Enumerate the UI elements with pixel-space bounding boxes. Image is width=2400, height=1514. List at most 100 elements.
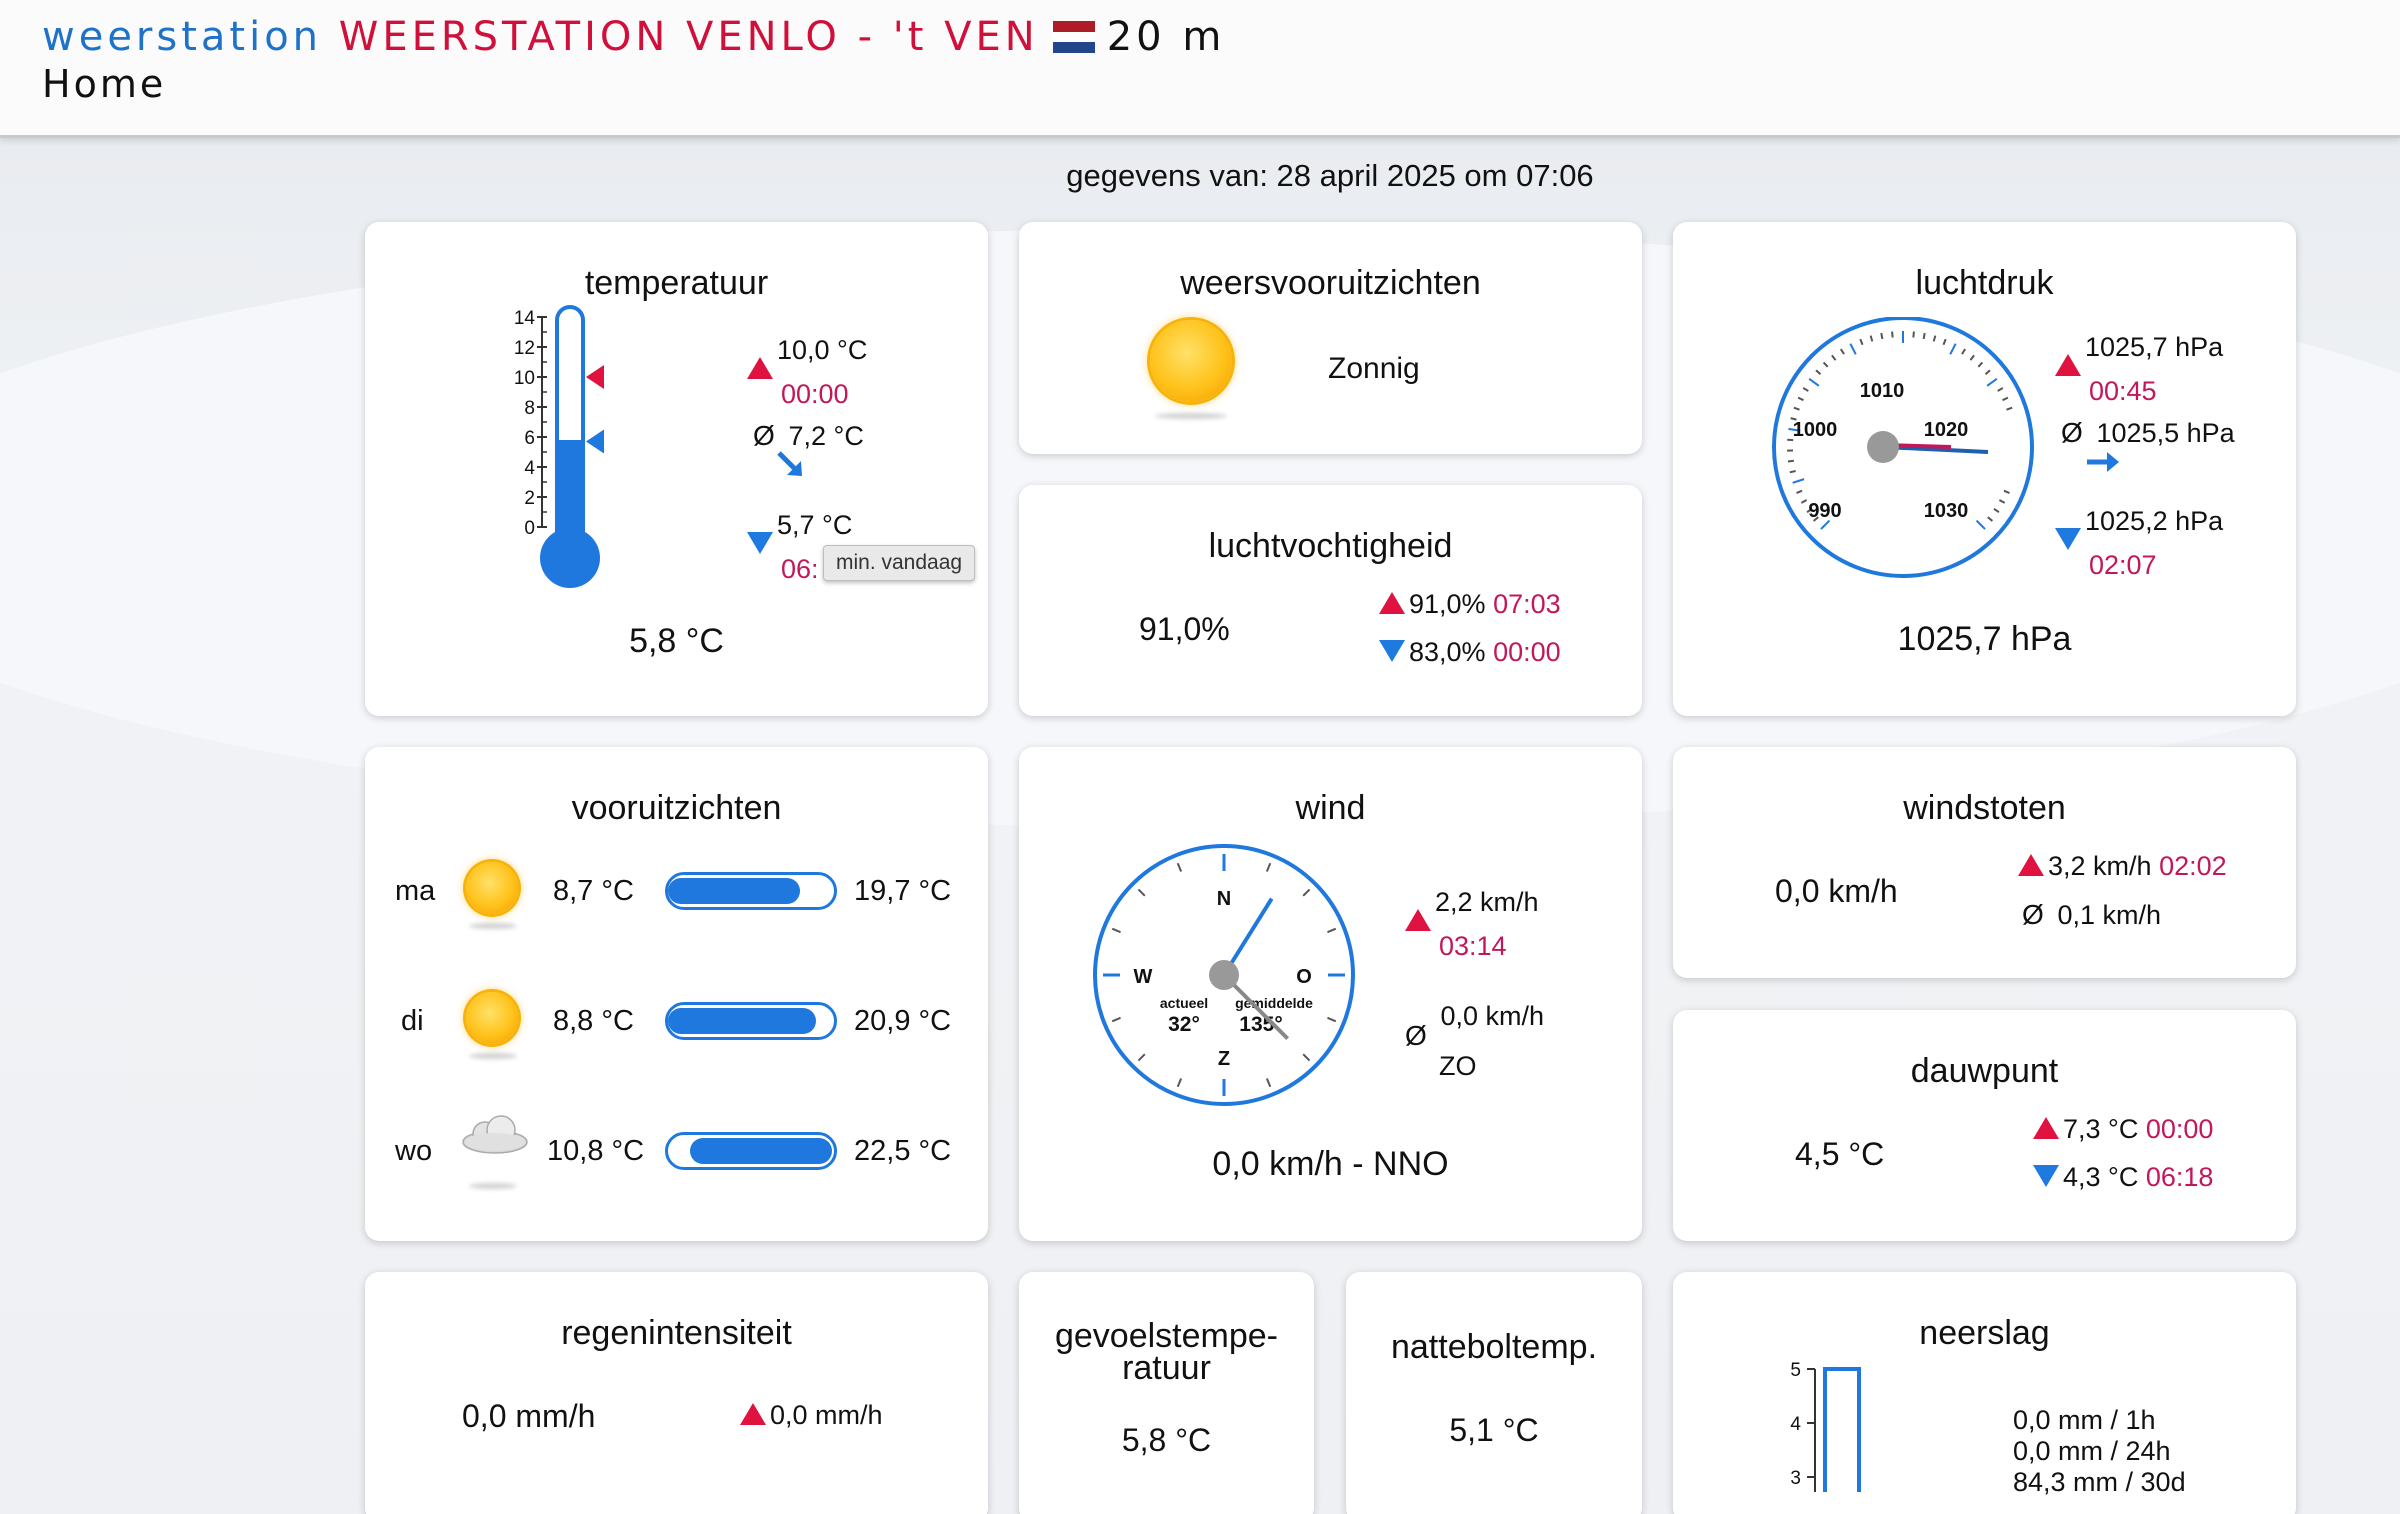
site-prefix: weerstation [42,14,323,60]
precip-card[interactable]: neerslag 5 4 3 0,0 mm / 1h 0,0 mm / 24h … [1673,1272,2296,1514]
compass-w: W [1134,966,1153,988]
card-title: temperatuur [584,264,769,302]
rain-rate-max-value: 0,0 mm/h [770,1400,883,1430]
card-title-line2: ratuur [1122,1349,1211,1387]
breadcrumb-home[interactable]: Home [42,62,167,106]
forecast-max: 22,5 °C [854,1135,952,1167]
station-name: WEERSTATION VENLO - 't VEN [338,14,1039,60]
min-triangle-icon [2033,1165,2059,1187]
max-triangle-icon [747,357,773,379]
card-title: dauwpunt [1910,1052,2059,1090]
scale-label: 10 [514,368,535,389]
compass-o: O [1296,966,1312,988]
average-icon: Ø [1405,1020,1427,1051]
temp-avg-value: 7,2 °C [788,421,864,451]
gusts-card[interactable]: windstoten 0,0 km/h 3,2 km/h 02:02 Ø 0,1… [1673,747,2296,978]
humidity-min-time: 00:00 [1493,637,1561,667]
station-altitude: 20 m [1106,14,1226,60]
sun-icon [466,862,518,914]
gauge-label-4: 4 [1790,1414,1801,1435]
gauge-label-3: 3 [1790,1468,1801,1489]
dewpoint-current: 4,5 °C [1795,1136,1885,1172]
rain-gauge: 5 4 3 [1790,1360,1861,1492]
pressure-card[interactable]: luchtdruk 990 1000 1010 1020 1030 1025,7… [1673,222,2296,716]
scale-label: 0 [524,518,535,539]
gusts-avg-value: 0,1 km/h [2057,900,2162,930]
temp-current: 5,8 °C [629,622,724,660]
humidity-current: 91,0% [1139,611,1230,647]
wind-compass: N O Z W actueel 32° gemiddelde 135° [1093,844,1355,1106]
cloud-icon [462,1115,528,1154]
max-triangle-icon [1379,592,1405,614]
average-icon: Ø [753,420,775,451]
pressure-max-time: 00:45 [2089,376,2157,406]
scale-label: 6 [524,428,535,449]
pressure-avg-value: 1025,5 hPa [2096,418,2235,448]
forecast-max: 19,7 °C [854,875,952,907]
actual-deg: 32° [1168,1013,1200,1036]
temperature-card[interactable]: temperatuur 14 12 10 8 6 4 2 0 10,0 °C 00:00 Ø … [365,222,988,716]
humidity-max-value: 91,0% [1409,589,1486,619]
dewpoint-card[interactable]: dauwpunt 4,5 °C 7,3 °C 00:00 4,3 °C 06:1… [1673,1010,2296,1241]
temp-min-time: 06: [781,554,819,584]
scale-label: 4 [524,458,535,479]
wind-max-time: 03:14 [1439,931,1507,961]
compass-z: Z [1218,1048,1230,1070]
humidity-min-value: 83,0% [1409,637,1486,667]
dutch-flag-icon [1052,21,1095,53]
card-title-line1: gevoelstempe- [1054,1317,1278,1355]
forecast-min: 8,7 °C [553,875,634,907]
sun-icon [466,992,518,1044]
feels-like-card[interactable]: gevoelstempe- ratuur 5,8 °C [1019,1272,1314,1514]
rain-rate-current: 0,0 mm/h [462,1398,596,1434]
temp-min-value: 5,7 °C [777,510,853,540]
dial-label-1010: 1010 [1860,380,1905,402]
dewpoint-max-time: 00:00 [2145,1114,2214,1144]
dewpoint-max-value: 7,3 °C [2063,1114,2139,1144]
dewpoint-min-value: 4,3 °C [2063,1162,2139,1192]
sun-icon [1150,320,1232,402]
temp-range-bar [665,1132,837,1170]
feels-like-current: 5,8 °C [1121,1422,1212,1458]
temp-max-value: 10,0 °C [777,335,868,365]
outlook-card[interactable]: weersvooruitzichten Zonnig [1019,222,1642,454]
temp-max-time: 00:00 [781,379,849,409]
max-triangle-icon [2018,854,2044,876]
actual-label: actueel [1160,995,1208,1011]
card-title: regenintensiteit [561,1314,792,1352]
gauge-label-5: 5 [1790,1360,1801,1381]
temp-range-bar [665,1002,837,1040]
forecast-card[interactable]: vooruitzichten ma 8,7 °C 19,7 °C di 8,8 … [365,747,988,1241]
max-triangle-icon [2033,1117,2059,1139]
card-title: wind [1295,789,1366,827]
site-title[interactable]: weerstation WEERSTATION VENLO - 't VEN 20… [42,14,1225,60]
min-triangle-icon [2055,528,2081,550]
rain-rate-card[interactable]: regenintensiteit 0,0 mm/h 0,0 mm/h [365,1272,988,1514]
precip-month: 84,3 mm / 30d [2013,1467,2186,1497]
average-icon: Ø [2022,899,2044,930]
card-title: vooruitzichten [571,789,782,827]
humidity-card[interactable]: luchtvochtigheid 91,0% 91,0% 07:03 83,0%… [1019,485,1642,716]
pressure-current: 1025,7 hPa [1897,620,2072,658]
dial-label-1020: 1020 [1924,419,1969,441]
dial-label-990: 990 [1808,500,1841,522]
wetbulb-card[interactable]: natteboltemp. 5,1 °C [1346,1272,1642,1514]
gusts-max-value: 3,2 km/h [2048,851,2152,881]
max-triangle-icon [2055,354,2081,376]
data-timestamp: gegevens van: 28 april 2025 om 07:06 [1066,158,1594,193]
min-triangle-icon [747,532,773,554]
wind-card[interactable]: wind N O Z W actueel 32° gemiddelde 135°… [1019,747,1642,1241]
forecast-day: di [401,1005,424,1037]
forecast-day: ma [395,875,436,907]
dewpoint-min-time: 06:18 [2145,1162,2214,1192]
compass-n: N [1217,888,1231,910]
card-title: weersvooruitzichten [1180,264,1481,302]
temp-range-bar [665,872,837,910]
precip-day: 0,0 mm / 24h [2013,1436,2171,1466]
wind-avg-dir: ZO [1439,1051,1477,1081]
forecast-min: 8,8 °C [553,1005,634,1037]
pressure-max-value: 1025,7 hPa [2085,332,2224,362]
wind-current: 0,0 km/h - NNO [1212,1145,1449,1183]
card-title: neerslag [1919,1314,2050,1352]
top-header: weerstation WEERSTATION VENLO - 't VEN 20… [0,0,2400,138]
